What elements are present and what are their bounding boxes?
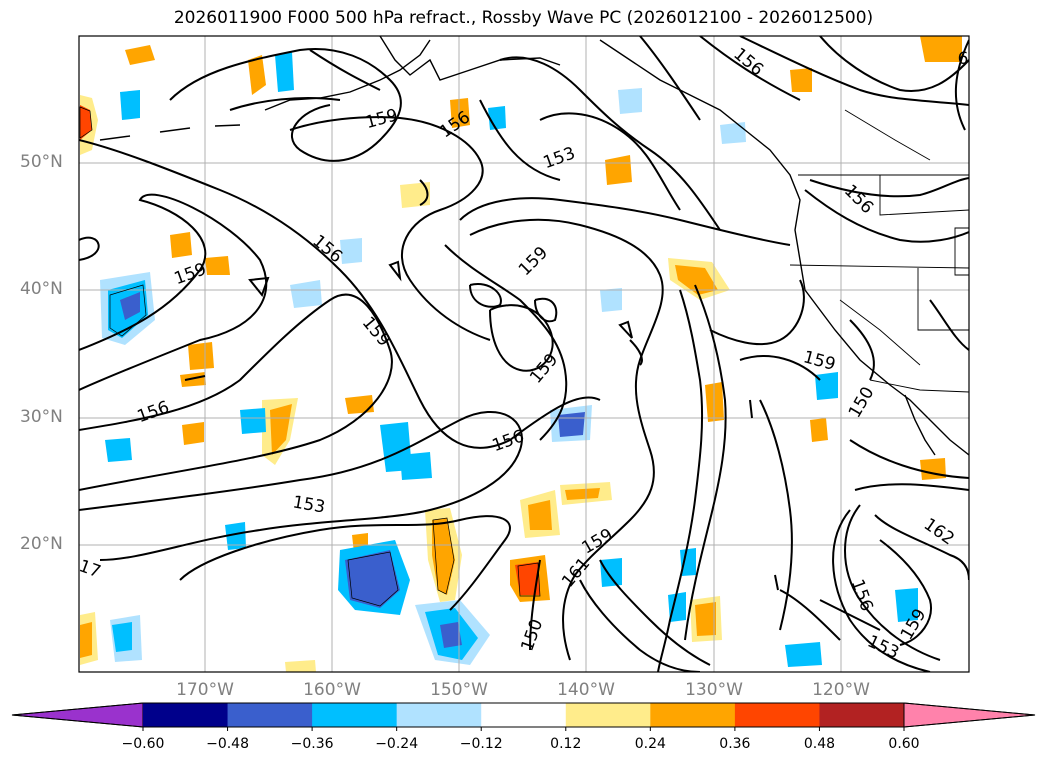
longitude-label: 120°W — [812, 680, 870, 700]
colorbar-tick-label: 0.48 — [803, 736, 836, 752]
longitude-label: 130°W — [685, 680, 743, 700]
colorbar-segment — [565, 703, 651, 727]
colorbar-tick-label: −0.48 — [206, 736, 249, 752]
colorbar-tick-label: −0.24 — [375, 736, 419, 752]
colorbar-segment — [734, 703, 820, 727]
colorbar — [11, 702, 1036, 731]
contour-label: 6 — [958, 49, 969, 69]
longitude-label: 140°W — [557, 680, 615, 700]
colorbar-tick-label: −0.60 — [121, 736, 165, 752]
colorbar-extension-low — [11, 702, 144, 728]
longitude-label: 150°W — [430, 680, 488, 700]
colorbar-extension-high — [903, 702, 1036, 728]
colorbar-tick-label: −0.12 — [459, 736, 503, 752]
colorbar-tick-label: 0.60 — [888, 736, 920, 752]
graticule — [79, 36, 969, 672]
colorbar-segment — [143, 703, 229, 727]
colorbar-tick-label: 0.12 — [550, 736, 582, 752]
colorbar-segment — [396, 703, 482, 727]
colorbar-segment — [819, 703, 905, 727]
longitude-label: 170°W — [176, 680, 234, 700]
latitude-label: 50°N — [20, 152, 63, 172]
longitude-label: 160°W — [303, 680, 361, 700]
refractivity-contours — [79, 36, 969, 672]
political-borders — [789, 109, 969, 393]
figure-title: 2026011900 F000 500 hPa refract., Rossby… — [173, 8, 874, 28]
coastlines — [99, 36, 969, 456]
map-frame — [78, 35, 970, 673]
colorbar-tick-label: 0.36 — [719, 736, 751, 752]
colorbar-segment — [650, 703, 736, 727]
colorbar-segment — [227, 703, 313, 727]
latitude-label: 40°N — [20, 279, 63, 299]
colorbar-tick-label: −0.36 — [290, 736, 334, 752]
colorbar-tick-label: 0.24 — [634, 736, 666, 752]
colorbar-segment — [481, 703, 567, 727]
latitude-label: 20°N — [20, 534, 63, 554]
latitude-label: 30°N — [20, 407, 63, 427]
colorbar-segment — [312, 703, 398, 727]
